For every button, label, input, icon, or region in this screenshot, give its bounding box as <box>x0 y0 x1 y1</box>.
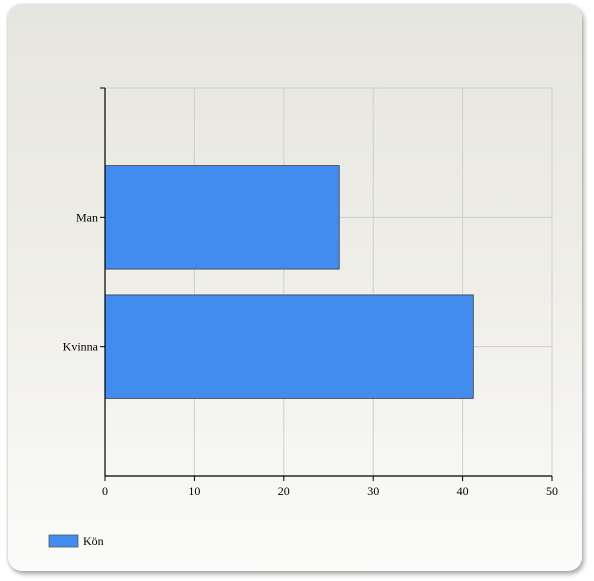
bar-man <box>104 165 340 270</box>
x-ticks: 0 10 20 30 40 50 <box>102 476 558 498</box>
legend-swatch <box>48 534 79 548</box>
x-tick-label: 30 <box>367 484 379 498</box>
x-tick-label: 10 <box>188 484 200 498</box>
x-tick-label: 20 <box>278 484 290 498</box>
y-tick-label: Man <box>76 210 98 224</box>
x-tick-label: 40 <box>457 484 469 498</box>
gridlines <box>105 87 553 476</box>
legend: Kön <box>48 534 104 548</box>
bars <box>104 165 474 399</box>
y-ticks: Man Kvinna <box>63 87 105 354</box>
y-tick-label: Kvinna <box>63 340 99 354</box>
legend-label: Kön <box>83 534 104 548</box>
x-tick-label: 0 <box>102 484 108 498</box>
x-tick-label: 50 <box>546 484 558 498</box>
bar-kvinna <box>104 294 474 399</box>
axes <box>104 88 552 477</box>
